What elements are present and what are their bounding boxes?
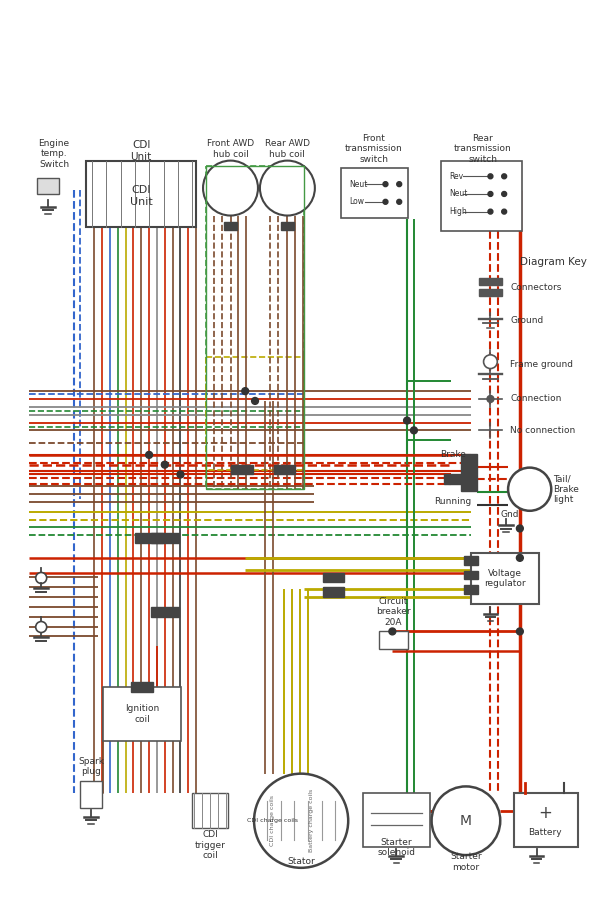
Bar: [274, 465, 295, 475]
Text: +: +: [538, 804, 553, 822]
Circle shape: [502, 192, 506, 196]
Circle shape: [242, 388, 248, 395]
Circle shape: [488, 209, 493, 214]
Circle shape: [36, 572, 47, 583]
Text: Starter
solenoid: Starter solenoid: [377, 838, 415, 857]
Bar: [461, 454, 477, 492]
Circle shape: [484, 355, 497, 369]
Text: Rear AWD
hub coil: Rear AWD hub coil: [265, 139, 310, 159]
Circle shape: [177, 471, 184, 478]
Bar: [464, 586, 478, 594]
Circle shape: [397, 182, 401, 187]
Text: Battery charge coils: Battery charge coils: [310, 789, 314, 852]
Circle shape: [404, 417, 410, 424]
Circle shape: [389, 628, 396, 635]
Bar: [323, 572, 344, 582]
Text: Frame ground: Frame ground: [510, 360, 573, 370]
Circle shape: [260, 161, 315, 215]
Text: Neut: Neut: [449, 189, 467, 198]
Bar: [224, 222, 238, 231]
Bar: [479, 289, 502, 296]
Text: CDI charge coils: CDI charge coils: [247, 818, 298, 823]
Circle shape: [517, 554, 523, 562]
Text: Spark
plug: Spark plug: [78, 757, 104, 777]
Bar: [206, 166, 304, 489]
Text: Ground: Ground: [510, 316, 544, 325]
Bar: [136, 534, 163, 544]
Bar: [379, 631, 408, 649]
Circle shape: [517, 628, 523, 635]
Bar: [232, 465, 253, 475]
Bar: [131, 683, 153, 692]
Circle shape: [431, 787, 500, 855]
Text: Battery: Battery: [529, 828, 562, 837]
Circle shape: [508, 467, 551, 510]
Circle shape: [517, 525, 523, 532]
Bar: [479, 278, 502, 285]
Circle shape: [146, 451, 152, 458]
Bar: [445, 475, 466, 484]
Text: Rear
transmission
switch: Rear transmission switch: [454, 134, 511, 164]
Bar: [323, 588, 344, 597]
Bar: [151, 607, 179, 617]
Bar: [86, 161, 196, 227]
Bar: [192, 793, 227, 828]
Circle shape: [383, 182, 388, 187]
Bar: [471, 553, 539, 604]
Text: Front AWD
hub coil: Front AWD hub coil: [207, 139, 254, 159]
Text: Starter
motor: Starter motor: [450, 852, 482, 872]
Bar: [442, 161, 522, 231]
Text: CDI
Unit: CDI Unit: [131, 140, 152, 161]
Text: Connection: Connection: [510, 395, 562, 404]
Text: No connection: No connection: [510, 426, 575, 435]
Text: Front
transmission
switch: Front transmission switch: [345, 134, 403, 164]
Bar: [151, 534, 179, 544]
Text: M: M: [460, 814, 472, 828]
Circle shape: [410, 427, 418, 434]
Bar: [37, 179, 59, 194]
Text: CDI charge coils: CDI charge coils: [270, 796, 275, 846]
Text: Gnd: Gnd: [500, 510, 519, 519]
Circle shape: [161, 461, 168, 468]
Text: Brake: Brake: [440, 450, 466, 459]
Bar: [206, 166, 304, 489]
Text: Neut: Neut: [349, 179, 368, 188]
Bar: [464, 570, 478, 579]
Text: Running: Running: [434, 498, 472, 507]
Circle shape: [487, 396, 494, 403]
Circle shape: [36, 622, 47, 632]
Circle shape: [488, 174, 493, 179]
Bar: [103, 687, 181, 741]
Bar: [514, 793, 578, 848]
Text: Tail/
Brake
light: Tail/ Brake light: [553, 475, 579, 504]
Bar: [464, 556, 478, 565]
Bar: [341, 169, 408, 217]
Text: Diagram Key: Diagram Key: [520, 257, 587, 266]
Text: Voltage
regulator: Voltage regulator: [484, 569, 526, 588]
Circle shape: [383, 199, 388, 205]
Text: CDI
Unit: CDI Unit: [130, 185, 152, 206]
Text: High: High: [449, 207, 467, 216]
Bar: [206, 357, 304, 470]
Circle shape: [254, 773, 348, 867]
Text: CDI
trigger
coil: CDI trigger coil: [194, 831, 226, 860]
Circle shape: [488, 192, 493, 196]
Text: Circuit
breaker
20A: Circuit breaker 20A: [376, 597, 410, 627]
Circle shape: [502, 209, 506, 214]
Bar: [80, 780, 102, 808]
Bar: [363, 793, 430, 848]
Circle shape: [203, 161, 258, 215]
Bar: [281, 222, 294, 231]
Circle shape: [397, 199, 401, 205]
Circle shape: [251, 397, 259, 405]
Text: Ignition
coil: Ignition coil: [125, 704, 160, 724]
Text: Stator: Stator: [287, 858, 315, 867]
Text: Rev: Rev: [449, 172, 463, 181]
Text: Engine
temp.
Switch: Engine temp. Switch: [38, 139, 70, 169]
Text: Connectors: Connectors: [510, 283, 562, 292]
Circle shape: [502, 174, 506, 179]
Text: Low: Low: [349, 197, 364, 206]
